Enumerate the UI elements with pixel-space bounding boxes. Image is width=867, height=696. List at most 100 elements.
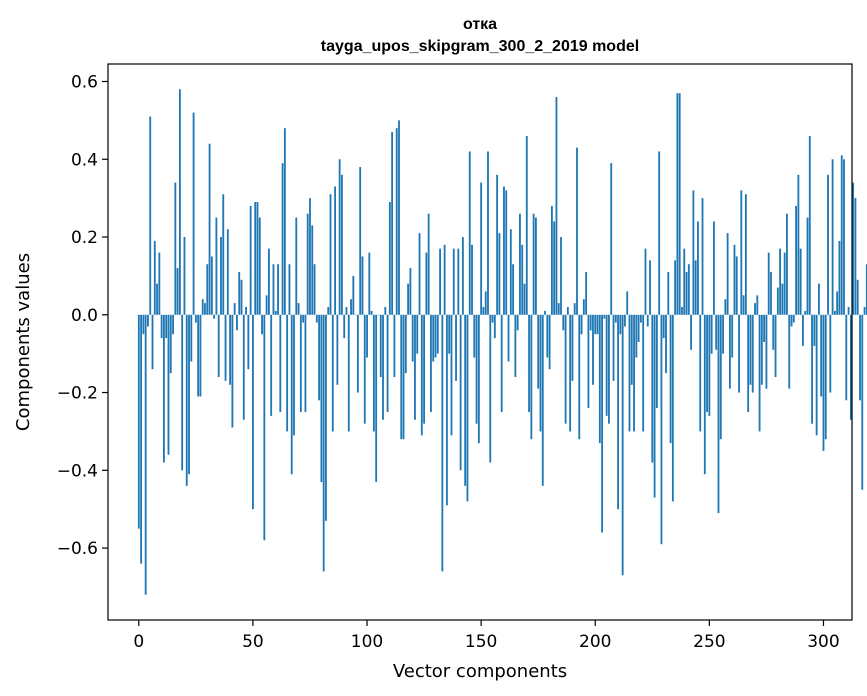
bar [194,314,197,323]
bar [439,248,441,315]
bar [416,314,419,354]
bar [265,295,268,315]
y-tick-label: −0.4 [57,461,98,481]
x-axis-ticks: 0 50 100 150 200 250 300 [133,620,840,652]
bar [708,314,711,416]
bar [824,314,827,440]
bar [856,279,859,315]
bar [514,314,517,377]
bar [473,314,476,358]
bar [372,314,375,432]
bar [699,314,702,432]
bar [169,314,172,374]
bar [156,283,158,315]
bar [788,314,791,389]
bar [660,314,663,545]
bar [685,272,688,315]
bar [272,264,275,315]
bar [731,314,734,358]
bar [865,264,867,315]
bar [539,314,542,432]
bar [427,213,430,315]
bar [477,314,480,444]
bar [336,314,339,385]
bar [283,128,286,315]
bar [197,314,200,397]
bar [742,295,745,315]
bar [665,314,667,374]
bar [781,283,784,315]
bar [838,240,841,315]
bar [537,314,540,389]
bar [646,314,649,327]
bar [779,248,782,315]
bar [217,314,220,377]
bar [678,93,681,315]
x-tick-label: 0 [133,632,144,652]
bar [208,143,211,315]
x-tick-label: 250 [693,632,725,652]
bar [639,314,642,323]
bar [535,217,537,315]
bar [299,314,302,412]
bar [201,299,204,315]
bar [569,314,572,432]
bar [366,314,368,358]
bar [464,314,467,486]
bar [571,314,574,381]
bar [808,135,811,315]
bar [815,314,818,436]
bar [697,221,699,315]
bar [799,248,802,315]
x-tick-label: 100 [351,632,383,652]
bar [692,190,695,315]
bar [224,314,227,381]
bar [448,314,451,354]
bar [368,252,371,315]
bar [215,217,218,315]
bar [238,272,241,315]
bar [719,314,722,440]
bar [532,213,535,315]
bar [240,279,243,315]
bar [818,283,820,315]
bar [557,303,560,315]
bar [334,186,336,315]
bar [190,314,193,362]
bar [859,314,861,401]
bar [676,93,679,315]
bar [516,314,519,331]
bar [614,314,617,323]
bar [544,310,546,315]
bar [642,314,645,432]
bar-series [137,89,867,595]
y-axis-ticks: −0.6 −0.4 −0.2 0.0 0.2 0.4 0.6 [57,72,108,559]
bar [713,221,715,315]
bar [151,314,154,370]
bar [612,314,615,381]
bar [751,314,754,393]
x-tick-label: 150 [465,632,497,652]
bar [822,314,825,451]
bar [192,112,195,315]
bar [626,291,629,315]
bar [776,287,779,315]
bar [717,314,720,514]
bar [747,314,750,412]
bar [671,314,674,502]
bar [163,314,165,463]
bar [409,268,412,315]
bar [592,314,594,385]
bar [176,268,179,315]
bar [183,237,186,315]
bar [655,314,658,409]
bar [710,314,713,354]
bar [509,229,512,315]
bar [512,264,515,315]
bar [277,264,279,315]
bar [274,310,277,315]
bar [220,237,222,315]
bar [852,182,855,315]
bar [493,314,496,339]
